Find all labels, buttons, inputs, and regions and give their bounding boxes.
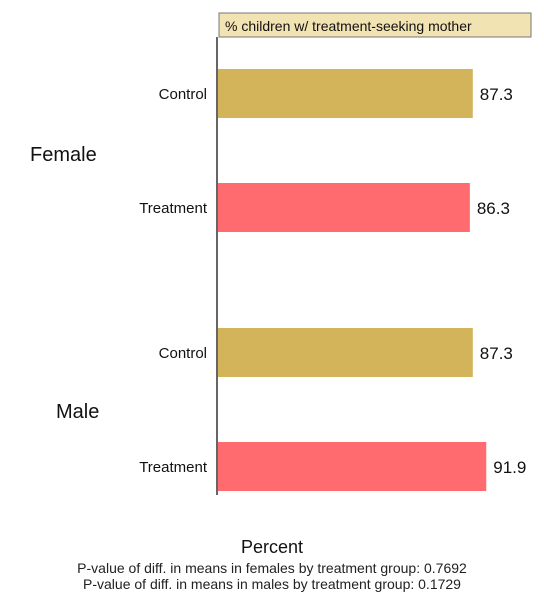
bar-female-control bbox=[218, 69, 473, 118]
value-label-female-control: 87.3 bbox=[480, 85, 513, 104]
category-label-female-treatment: Treatment bbox=[139, 200, 208, 217]
category-label-male-control: Control bbox=[159, 345, 207, 362]
group-label-male: Male bbox=[56, 401, 99, 423]
bar-female-treatment bbox=[218, 183, 470, 232]
group-label-female: Female bbox=[30, 144, 97, 166]
p-value-note-males: P-value of diff. in means in males by tr… bbox=[83, 576, 461, 592]
x-axis-title: Percent bbox=[241, 537, 303, 557]
panel-title: % children w/ treatment-seeking mother bbox=[225, 18, 472, 34]
value-label-male-control: 87.3 bbox=[480, 344, 513, 363]
value-label-male-treatment: 91.9 bbox=[493, 458, 526, 477]
bar-male-treatment bbox=[218, 442, 486, 491]
category-label-male-treatment: Treatment bbox=[139, 459, 208, 476]
value-label-female-treatment: 86.3 bbox=[477, 199, 510, 218]
category-label-female-control: Control bbox=[159, 86, 207, 103]
bar-male-control bbox=[218, 328, 473, 377]
p-value-note-females: P-value of diff. in means in females by … bbox=[77, 560, 467, 576]
